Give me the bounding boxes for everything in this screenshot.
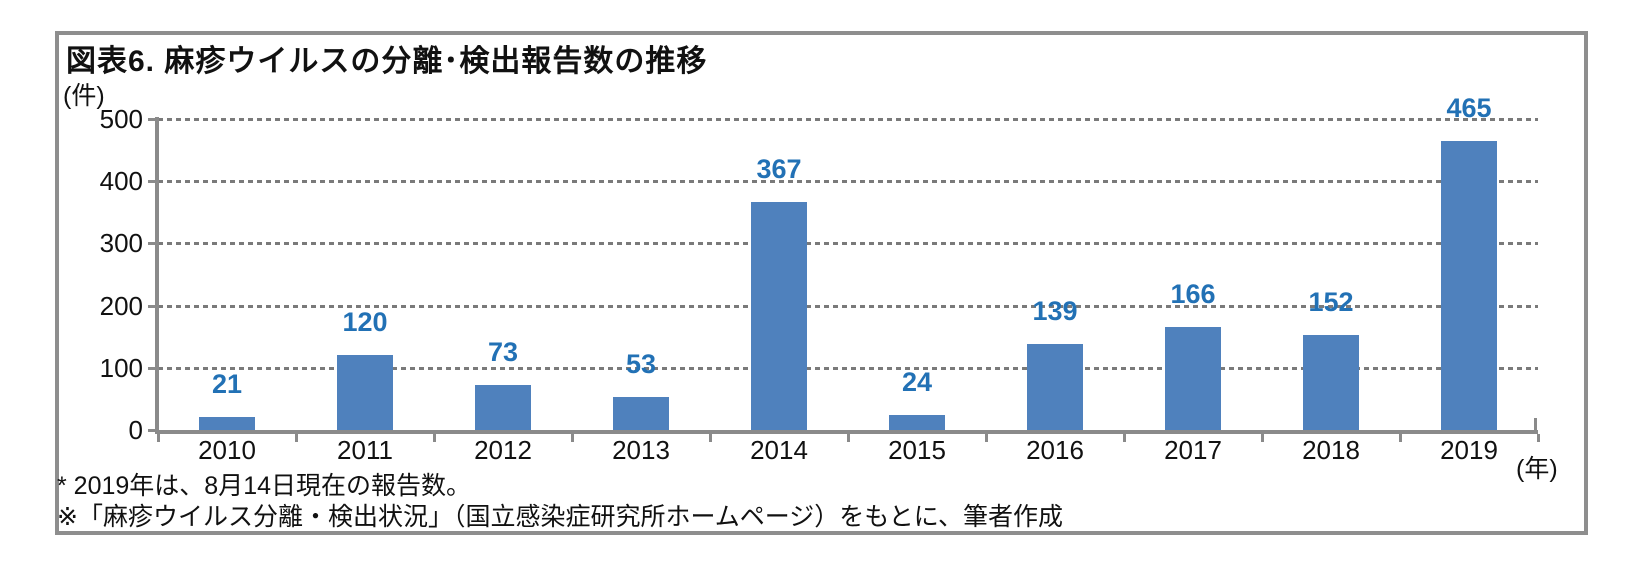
- bar-2013: [613, 397, 669, 430]
- bar-2015: [889, 415, 945, 430]
- bar-value-label-2012: 73: [487, 337, 519, 367]
- bar-value-label-2011: 120: [342, 307, 388, 337]
- x-axis-tick-2: [433, 434, 436, 442]
- x-axis-tick-9: [1399, 434, 1402, 442]
- y-axis-line: [155, 117, 159, 434]
- x-axis-tick-10: [1537, 434, 1540, 442]
- bar-value-label-2017: 166: [1170, 279, 1216, 309]
- footnote-source: ※「麻疹ウイルス分離・検出状況」（国立感染症研究所ホームページ）をもとに、筆者作…: [57, 503, 1063, 531]
- y-axis-tick-400: [148, 180, 158, 184]
- y-tick-label-100: 100: [99, 352, 143, 383]
- x-axis-tick-0: [157, 434, 160, 442]
- bar-2017: [1165, 327, 1221, 430]
- bar-value-label-2018: 152: [1308, 287, 1354, 317]
- x-tick-label-2018: 2018: [1302, 435, 1360, 465]
- x-axis-line: [155, 430, 1538, 434]
- x-tick-label-2016: 2016: [1026, 435, 1084, 465]
- bar-value-label-2019: 465: [1446, 93, 1492, 123]
- y-tick-label-500: 500: [99, 104, 143, 134]
- footnote-report-date: * 2019年は、8月14日現在の報告数。: [57, 472, 472, 500]
- gridline-100: [158, 366, 1538, 370]
- bar-2018: [1303, 335, 1359, 430]
- x-axis-tick-6: [985, 434, 988, 442]
- bar-2011: [337, 355, 393, 430]
- x-tick-label-2010: 2010: [198, 435, 256, 465]
- x-tick-label-2011: 2011: [337, 435, 393, 465]
- y-tick-label-300: 300: [99, 228, 143, 259]
- y-axis-unit-label: (件): [63, 82, 105, 110]
- bar-2012: [475, 385, 531, 430]
- y-tick-label-0: 0: [128, 415, 143, 445]
- bar-2014: [751, 202, 807, 430]
- chart-title: 図表6. 麻疹ウイルスの分離･検出報告数の推移: [66, 45, 708, 78]
- y-axis-tick-200: [148, 304, 158, 308]
- bar-2010: [199, 417, 255, 430]
- x-axis-end-tick: [1534, 418, 1537, 430]
- x-axis-tick-4: [709, 434, 712, 442]
- x-axis-unit-label: (年): [1516, 455, 1558, 483]
- y-tick-label-200: 200: [99, 290, 143, 321]
- figure-frame: [55, 31, 1588, 535]
- y-axis-tick-500: [148, 118, 158, 121]
- x-axis-tick-1: [295, 434, 298, 442]
- bar-value-label-2013: 53: [625, 349, 657, 379]
- x-axis-tick-8: [1261, 434, 1264, 442]
- y-axis-tick-100: [148, 366, 158, 370]
- x-tick-label-2012: 2012: [474, 435, 532, 465]
- bar-2016: [1027, 344, 1083, 430]
- gridline-500: [158, 118, 1538, 121]
- bar-value-label-2014: 367: [756, 154, 802, 184]
- y-axis-tick-0: [148, 429, 158, 432]
- x-axis-tick-5: [847, 434, 850, 442]
- bar-2019: [1441, 141, 1497, 430]
- y-axis-tick-300: [148, 242, 158, 246]
- y-tick-label-400: 400: [99, 166, 143, 197]
- gridline-300: [158, 242, 1538, 246]
- gridline-200: [158, 304, 1538, 308]
- x-tick-label-2019: 2019: [1440, 435, 1498, 465]
- bar-value-label-2015: 24: [901, 367, 933, 397]
- x-tick-label-2015: 2015: [888, 435, 946, 465]
- x-axis-tick-3: [571, 434, 574, 442]
- bar-value-label-2016: 139: [1032, 296, 1078, 326]
- x-tick-label-2017: 2017: [1164, 435, 1222, 465]
- x-axis-tick-7: [1123, 434, 1126, 442]
- bar-value-label-2010: 21: [211, 369, 243, 399]
- x-tick-label-2013: 2013: [612, 435, 670, 465]
- gridline-400: [158, 180, 1538, 184]
- x-tick-label-2014: 2014: [750, 435, 808, 465]
